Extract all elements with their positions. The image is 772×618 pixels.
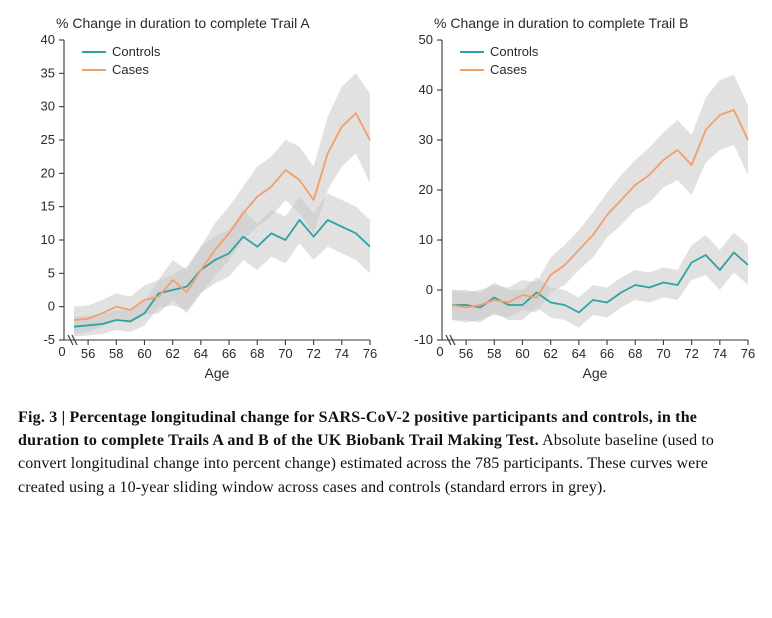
x-tick-label: 72 xyxy=(306,346,320,361)
y-tick-label: 30 xyxy=(41,99,55,114)
x-tick-label: 56 xyxy=(81,346,95,361)
x-tick-label: 64 xyxy=(572,346,586,361)
x-tick-label: 60 xyxy=(137,346,151,361)
x-origin-label: 0 xyxy=(436,344,443,359)
x-tick-label: 58 xyxy=(487,346,501,361)
y-tick-label: 20 xyxy=(419,182,433,197)
x-tick-label: 70 xyxy=(278,346,292,361)
x-tick-label: 56 xyxy=(459,346,473,361)
chart-svg: % Change in duration to complete Trail A… xyxy=(18,12,378,392)
chart-title: % Change in duration to complete Trail A xyxy=(56,15,310,31)
error-band-cases xyxy=(452,75,748,323)
y-tick-label: 10 xyxy=(419,232,433,247)
chart-trail-a: % Change in duration to complete Trail A… xyxy=(18,12,378,392)
x-tick-label: 60 xyxy=(515,346,529,361)
legend-label: Cases xyxy=(490,62,527,77)
legend-label: Controls xyxy=(112,44,161,59)
x-tick-label: 76 xyxy=(741,346,755,361)
y-tick-label: 15 xyxy=(41,199,55,214)
chart-svg: % Change in duration to complete Trail B… xyxy=(396,12,756,392)
x-tick-label: 68 xyxy=(628,346,642,361)
figure-label: Fig. 3 xyxy=(18,409,57,426)
y-tick-label: -5 xyxy=(43,332,55,347)
x-tick-label: 68 xyxy=(250,346,264,361)
chart-title: % Change in duration to complete Trail B xyxy=(434,15,688,31)
x-axis-label: Age xyxy=(205,365,230,381)
legend-label: Controls xyxy=(490,44,539,59)
x-tick-label: 62 xyxy=(543,346,557,361)
y-tick-label: 20 xyxy=(41,165,55,180)
x-axis-label: Age xyxy=(583,365,608,381)
x-tick-label: 66 xyxy=(222,346,236,361)
y-tick-label: 0 xyxy=(426,282,433,297)
y-tick-label: 5 xyxy=(48,265,55,280)
y-tick-label: 25 xyxy=(41,132,55,147)
x-tick-label: 62 xyxy=(165,346,179,361)
y-tick-label: 40 xyxy=(419,82,433,97)
figure-container: % Change in duration to complete Trail A… xyxy=(0,0,772,618)
charts-row: % Change in duration to complete Trail A… xyxy=(18,12,754,392)
x-origin-label: 0 xyxy=(58,344,65,359)
figure-label-sep: | xyxy=(57,409,69,426)
y-tick-label: 10 xyxy=(41,232,55,247)
y-tick-label: 50 xyxy=(419,32,433,47)
x-tick-label: 76 xyxy=(363,346,377,361)
x-tick-label: 64 xyxy=(194,346,208,361)
y-tick-label: 30 xyxy=(419,132,433,147)
figure-caption: Fig. 3 | Percentage longitudinal change … xyxy=(18,406,748,499)
x-tick-label: 58 xyxy=(109,346,123,361)
y-tick-label: 40 xyxy=(41,32,55,47)
y-tick-label: 35 xyxy=(41,65,55,80)
chart-trail-b: % Change in duration to complete Trail B… xyxy=(396,12,756,392)
x-tick-label: 70 xyxy=(656,346,670,361)
legend-label: Cases xyxy=(112,62,149,77)
x-tick-label: 72 xyxy=(684,346,698,361)
x-tick-label: 74 xyxy=(335,346,349,361)
y-tick-label: -10 xyxy=(414,332,433,347)
y-tick-label: 0 xyxy=(48,299,55,314)
x-tick-label: 74 xyxy=(713,346,727,361)
x-tick-label: 66 xyxy=(600,346,614,361)
